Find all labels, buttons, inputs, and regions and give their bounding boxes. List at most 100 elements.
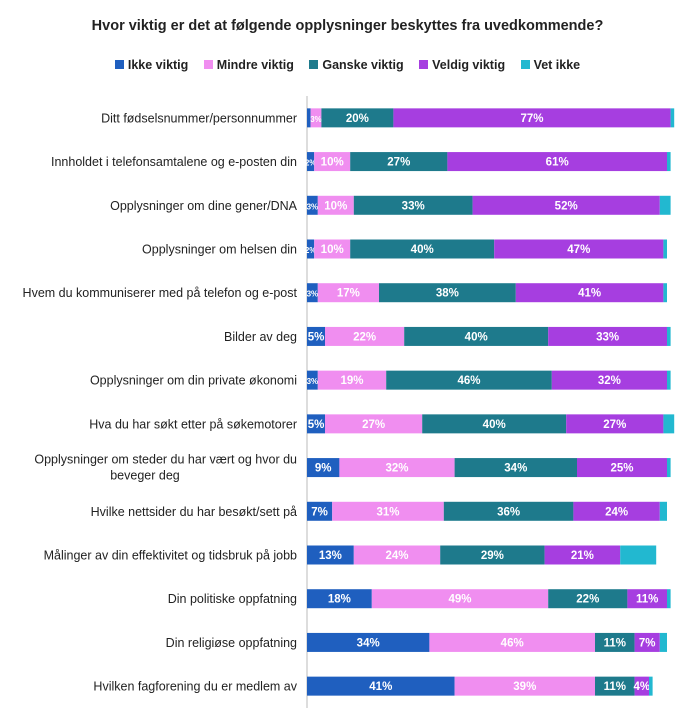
data-label: 3% <box>307 202 319 211</box>
data-label: 25% <box>610 463 633 475</box>
bar-ikke-viktig <box>307 239 315 259</box>
data-label: 13% <box>319 550 342 562</box>
data-label: 27% <box>387 157 410 169</box>
bar-veldig-viktig <box>494 239 664 259</box>
data-label: 40% <box>411 244 434 256</box>
bar-vet-ikke <box>649 676 653 696</box>
bar-vet-ikke <box>659 195 671 215</box>
bar-vet-ikke <box>663 239 667 259</box>
data-label: 32% <box>385 463 408 475</box>
data-label: 11% <box>604 681 626 693</box>
bar-ikke-viktig <box>307 414 325 434</box>
category-label: Hvem du kommuniserer med på telefon og e… <box>23 286 298 300</box>
data-label: 20% <box>346 113 369 125</box>
category-label: Din politiske oppfatning <box>168 592 297 606</box>
data-label: 22% <box>353 331 376 343</box>
legend-swatch <box>114 60 124 69</box>
bar-ganske-viktig <box>443 501 574 521</box>
data-label: 5% <box>308 331 325 343</box>
bar-veldig-viktig <box>544 545 621 565</box>
data-label: 34% <box>504 463 527 475</box>
legend-item-mindre-viktig: Mindre viktig <box>203 58 294 72</box>
bar-mindre-viktig <box>339 458 455 478</box>
data-label: 4% <box>633 681 650 693</box>
bar-mindre-viktig <box>353 545 441 565</box>
category-label: Bilder av deg <box>224 330 297 344</box>
bar-ikke-viktig <box>307 458 340 478</box>
data-label: 10% <box>321 157 344 169</box>
category-label: Ditt fødselsnummer/personnummer <box>101 111 297 125</box>
bar-veldig-viktig <box>577 458 667 478</box>
bar-ganske-viktig <box>321 108 394 128</box>
bar-mindre-viktig <box>429 632 595 652</box>
bar-veldig-viktig <box>548 326 667 346</box>
bar-vet-ikke <box>659 632 667 652</box>
data-label: 27% <box>603 419 626 431</box>
data-label: 41% <box>369 681 392 693</box>
data-label: 7% <box>639 637 656 649</box>
legend-label: Vet ikke <box>533 58 581 72</box>
legend-item-vet-ikke: Vet ikke <box>520 58 581 72</box>
bar-ganske-viktig <box>454 458 577 478</box>
bar-veldig-viktig <box>551 370 667 390</box>
bar-ganske-viktig <box>353 195 473 215</box>
bar-vet-ikke <box>667 326 671 346</box>
legend: Ikke viktig Mindre viktig Ganske viktig … <box>0 58 695 72</box>
bar-ikke-viktig <box>307 676 455 696</box>
data-label: 22% <box>576 594 599 606</box>
data-label: 24% <box>605 506 628 518</box>
legend-swatch <box>520 60 530 69</box>
data-label: 52% <box>555 200 578 212</box>
category-label: Hvilke nettsider du har besøkt/sett på <box>91 505 297 519</box>
bar-mindre-viktig <box>317 195 354 215</box>
bar-vet-ikke <box>659 501 667 521</box>
bar-veldig-viktig <box>515 283 664 303</box>
legend-item-veldig-viktig: Veldig viktig <box>419 58 505 72</box>
bar-ikke-viktig <box>307 370 318 390</box>
category-label: Innholdet i telefonsamtalene og e-posten… <box>51 155 297 169</box>
bar-ikke-viktig <box>307 152 315 172</box>
data-label: 38% <box>436 288 459 300</box>
bar-ganske-viktig <box>595 676 635 696</box>
bar-ganske-viktig <box>548 589 628 609</box>
data-label: 49% <box>448 594 471 606</box>
category-label: Din religiøse oppfatning <box>166 636 297 650</box>
data-label: 2% <box>305 159 317 168</box>
data-label: 32% <box>598 375 621 387</box>
bar-ganske-viktig <box>386 370 552 390</box>
legend-swatch <box>309 60 319 69</box>
bar-veldig-viktig <box>447 152 667 172</box>
bar-mindre-viktig <box>314 152 351 172</box>
bar-mindre-viktig <box>325 414 423 434</box>
data-label: 5% <box>308 419 325 431</box>
data-label: 24% <box>385 550 408 562</box>
data-label: 77% <box>520 113 543 125</box>
bar-ikke-viktig <box>307 589 372 609</box>
legend-item-ikke-viktig: Ikke viktig <box>114 58 189 72</box>
bar-mindre-viktig <box>454 676 595 696</box>
bar-mindre-viktig <box>325 326 405 346</box>
data-label: 33% <box>402 200 425 212</box>
data-label: 46% <box>501 637 524 649</box>
legend-item-ganske-viktig: Ganske viktig <box>309 58 404 72</box>
legend-swatch <box>419 60 429 69</box>
bar-ikke-viktig <box>307 545 354 565</box>
data-label: 18% <box>328 594 351 606</box>
bar-mindre-viktig <box>317 370 387 390</box>
category-label: Hvilken fagforening du er medlem av <box>93 680 297 694</box>
bar-veldig-viktig <box>566 414 664 434</box>
data-label: 33% <box>596 331 619 343</box>
legend-swatch <box>203 60 213 69</box>
bar-vet-ikke <box>667 589 671 609</box>
data-label: 21% <box>571 550 594 562</box>
data-label: 34% <box>357 637 380 649</box>
legend-label: Ganske viktig <box>322 58 404 72</box>
legend-label: Ikke viktig <box>127 58 189 72</box>
data-label: 3% <box>307 377 319 386</box>
bar-ikke-viktig <box>307 283 318 303</box>
data-label: 46% <box>457 375 480 387</box>
data-label: 27% <box>362 419 385 431</box>
bar-mindre-viktig <box>317 283 379 303</box>
bar-ganske-viktig <box>595 632 635 652</box>
